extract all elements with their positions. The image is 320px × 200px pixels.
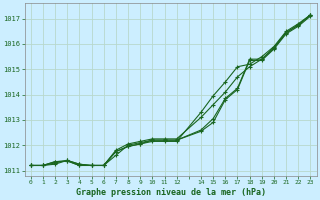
X-axis label: Graphe pression niveau de la mer (hPa): Graphe pression niveau de la mer (hPa)	[76, 188, 266, 197]
